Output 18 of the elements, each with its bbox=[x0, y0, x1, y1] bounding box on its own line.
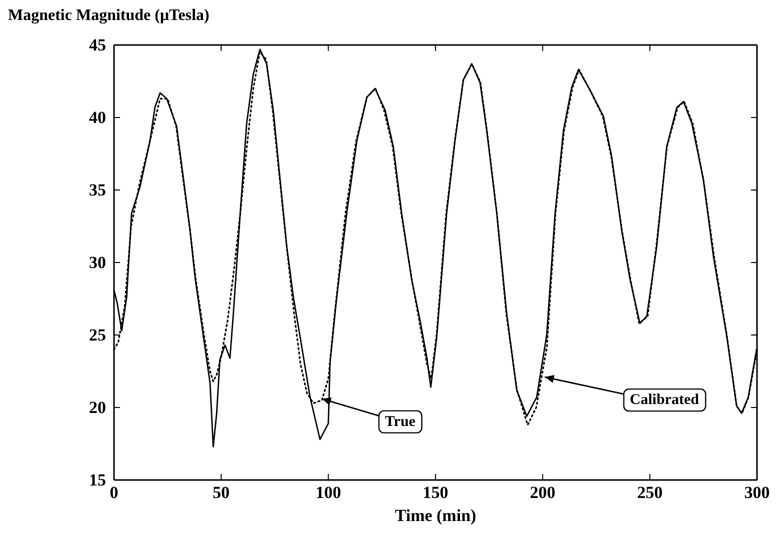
y-tick-label: 25 bbox=[89, 325, 106, 344]
y-tick-label: 20 bbox=[89, 398, 106, 417]
y-axis-title: Magnetic Magnitude (μTesla) bbox=[8, 7, 210, 24]
x-tick-label: 150 bbox=[422, 483, 448, 502]
y-tick-label: 40 bbox=[89, 108, 106, 127]
annotation: True bbox=[384, 414, 416, 430]
x-axis-title: Time (min) bbox=[394, 506, 476, 525]
y-tick-label: 15 bbox=[89, 470, 106, 490]
y-tick-label: 30 bbox=[89, 252, 106, 272]
x-tick-label: 0 bbox=[110, 483, 118, 502]
x-tick-label: 100 bbox=[316, 483, 342, 502]
x-tick-label: 250 bbox=[637, 483, 663, 502]
y-tick-label: 45 bbox=[89, 35, 106, 54]
x-tick-label: 300 bbox=[744, 483, 770, 502]
y-tick-label: 35 bbox=[89, 180, 106, 200]
annotation: Calibrated bbox=[630, 392, 700, 408]
x-tick-label: 50 bbox=[212, 483, 230, 502]
x-tick-label: 200 bbox=[530, 483, 556, 502]
